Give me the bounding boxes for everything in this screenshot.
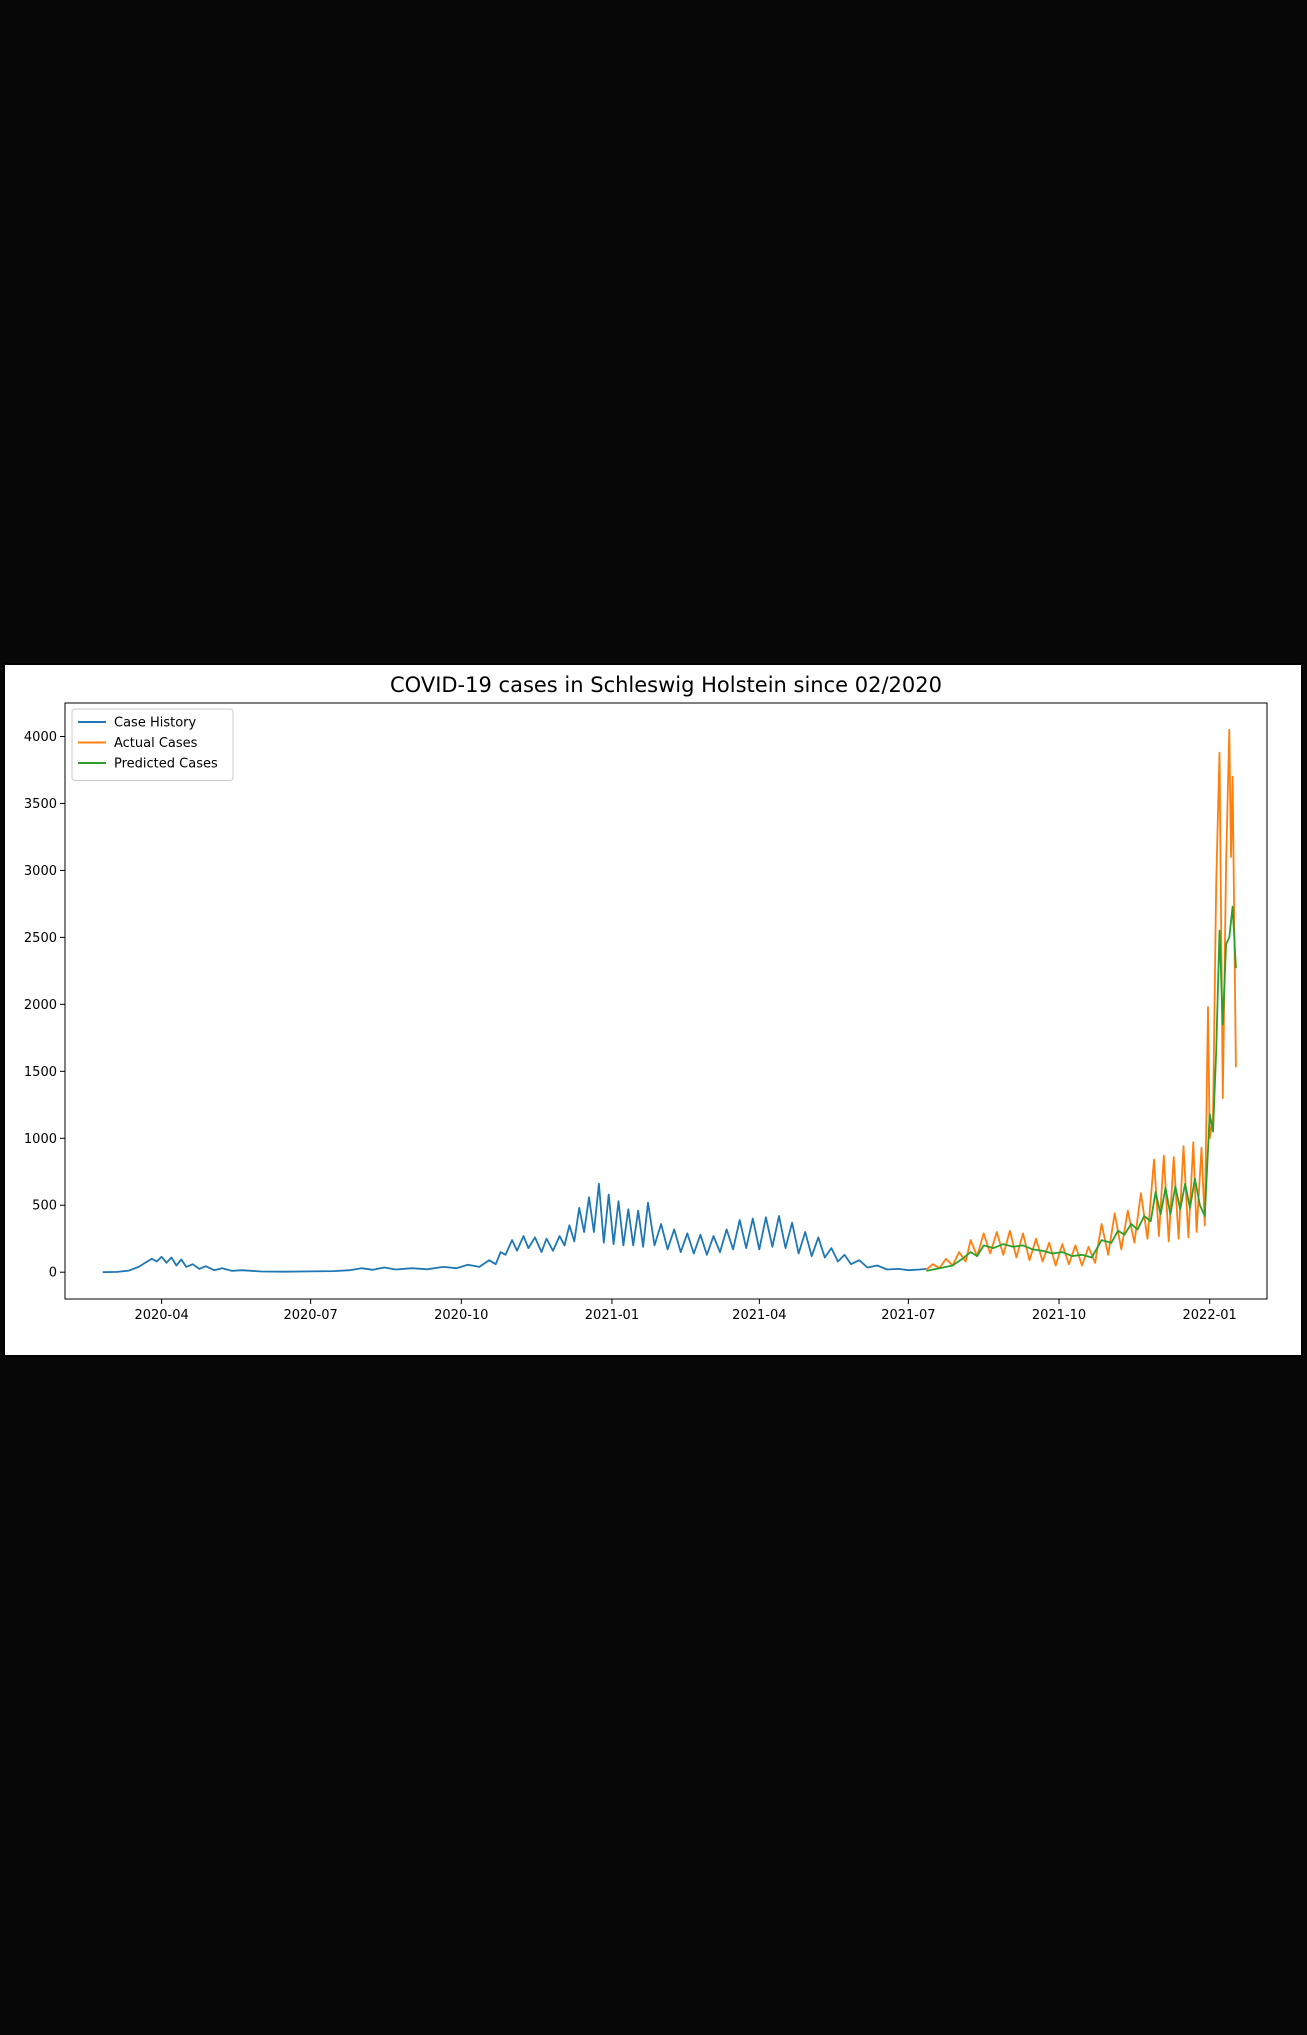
y-tick-label: 2500	[24, 931, 57, 946]
y-tick-label: 2000	[24, 998, 57, 1013]
chart-figure: COVID-19 cases in Schleswig Holstein sin…	[3, 663, 1303, 1357]
legend: Case History Actual Cases Predicted Cases	[71, 708, 234, 781]
y-tick-label: 3500	[24, 797, 57, 812]
x-tick-label: 2021-04	[732, 1308, 786, 1323]
y-tick-label: 3000	[24, 864, 57, 879]
line-chart: COVID-19 cases in Schleswig Holstein sin…	[24, 673, 1268, 1323]
legend-box	[71, 708, 234, 781]
series-line-actual-cases	[925, 728, 1237, 1271]
y-tick-label: 1500	[24, 1065, 57, 1080]
x-tick-label: 2021-07	[881, 1308, 935, 1323]
legend-label-actual-cases: Actual Cases	[114, 736, 198, 751]
x-tick-label: 2022-01	[1183, 1308, 1237, 1323]
x-tick-label: 2020-10	[434, 1308, 488, 1323]
y-axis: 0 500 1000 1500 2000 2500 3000 3500 4000	[24, 730, 65, 1281]
plot-area	[64, 702, 1268, 1300]
x-axis: 2020-04 2020-07 2020-10 2021-01 2021-04 2021-…	[134, 1299, 1237, 1323]
series-layer	[102, 728, 1237, 1274]
y-tick-label: 4000	[24, 730, 57, 745]
series-line-predicted-cases	[926, 905, 1237, 1272]
x-tick-label: 2020-04	[134, 1308, 188, 1323]
series-line-case-history	[102, 1182, 927, 1274]
legend-label-case-history: Case History	[114, 716, 197, 731]
x-tick-label: 2021-10	[1032, 1308, 1086, 1323]
chart-title: COVID-19 cases in Schleswig Holstein sin…	[390, 673, 942, 697]
legend-label-predicted-cases: Predicted Cases	[114, 757, 218, 772]
x-tick-label: 2020-07	[283, 1308, 337, 1323]
y-tick-label: 0	[49, 1266, 57, 1281]
y-tick-label: 500	[32, 1199, 57, 1214]
x-tick-label: 2021-01	[585, 1308, 639, 1323]
y-tick-label: 1000	[24, 1132, 57, 1147]
